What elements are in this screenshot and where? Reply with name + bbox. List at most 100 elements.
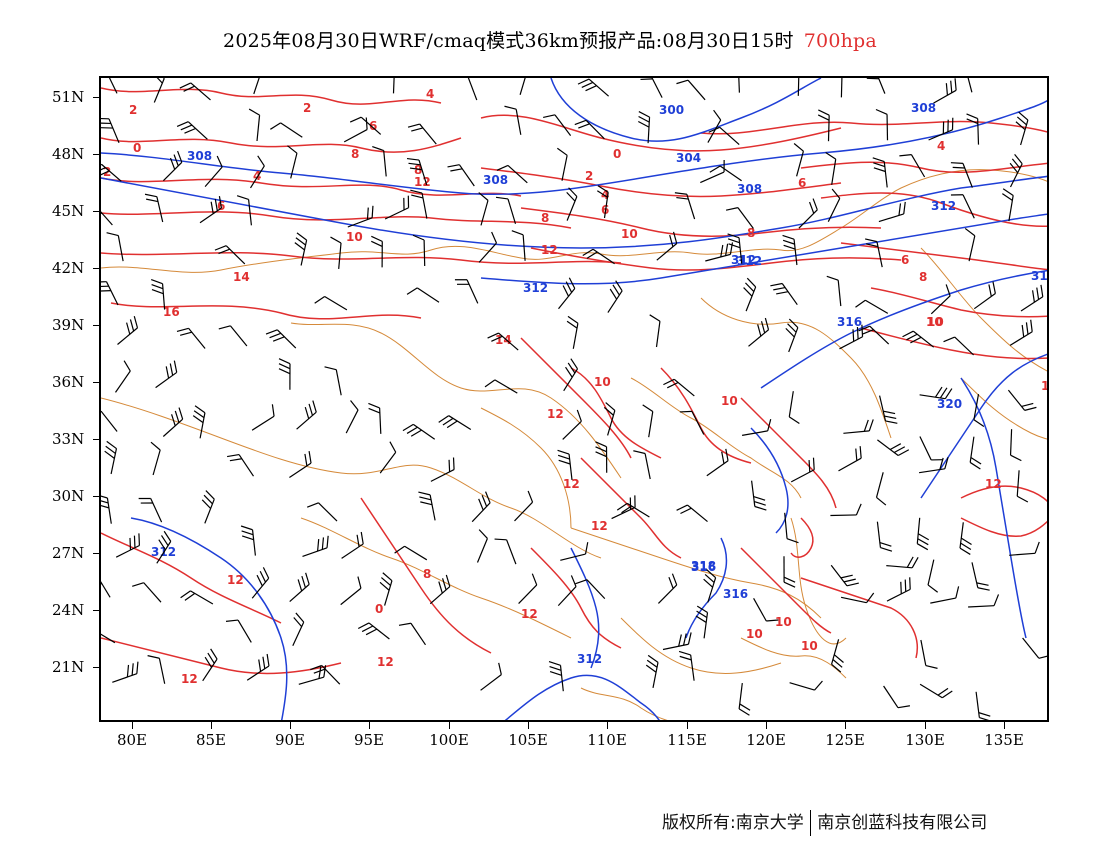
- lon-label-135e: 135E: [984, 731, 1024, 749]
- wind-barb-flag: [826, 275, 839, 281]
- wind-barb-flag: [674, 192, 687, 195]
- wind-barb-flag: [495, 196, 509, 200]
- wind-barb: [347, 205, 374, 228]
- lat-tick: [93, 667, 100, 668]
- temperature-contour: [480, 114, 842, 152]
- wind-barb-staff: [101, 574, 111, 598]
- wind-barb-staff: [106, 497, 112, 524]
- temperature-contour: [870, 287, 1047, 318]
- wind-barb: [504, 105, 522, 135]
- wind-barb: [566, 187, 578, 221]
- wind-barb-flag: [487, 332, 499, 339]
- wind-barb-flag: [295, 237, 306, 246]
- wind-barb: [843, 419, 874, 434]
- wind-barb: [302, 535, 329, 557]
- wind-barb-flag: [817, 114, 830, 121]
- wind-barb-flag: [278, 363, 291, 370]
- wind-barb-flag: [365, 628, 378, 636]
- lat-tick: [93, 553, 100, 554]
- wind-barb-flag: [138, 533, 141, 546]
- wind-barb-flag: [682, 633, 687, 646]
- wind-barb: [642, 404, 654, 438]
- wind-barb: [968, 594, 1000, 608]
- wind-barb-flag: [645, 664, 657, 673]
- wind-barb: [495, 196, 517, 224]
- wind-barb-staff: [920, 639, 927, 666]
- wind-barb: [575, 579, 606, 600]
- wind-barb-flag: [1014, 153, 1023, 165]
- map-plot-area[interactable]: 2 0 2 4 6 8 4 6 8 10 14 16 12 2 0 2 4 6 …: [99, 76, 1049, 722]
- wind-barb-staff: [719, 126, 740, 146]
- wind-barb: [519, 78, 529, 95]
- wind-barb-flag: [866, 592, 875, 604]
- wind-barb-flag: [527, 490, 534, 503]
- wind-barb-flag: [548, 660, 561, 666]
- wind-barb-staff: [568, 453, 573, 480]
- wind-barb-flag: [210, 648, 218, 660]
- wind-barb-flag: [368, 402, 380, 409]
- wind-barb: [928, 117, 954, 141]
- wind-barb-flag: [350, 400, 359, 411]
- wind-barb-flag: [966, 113, 978, 120]
- wind-barb-staff: [559, 665, 564, 692]
- wind-barb-staff: [237, 619, 252, 643]
- wind-barb: [838, 446, 862, 472]
- wind-barb-flag: [754, 505, 767, 511]
- wind-barb: [676, 79, 706, 101]
- wind-barb-flag: [454, 279, 468, 281]
- temperature-contour: [740, 547, 832, 634]
- wind-barb: [296, 400, 317, 430]
- wind-barb-flag: [296, 232, 307, 241]
- wind-barb: [596, 185, 609, 219]
- wind-barb-flag: [380, 577, 391, 586]
- temperature-labels: 2 0 2 4 6 8 4 6 8 10 14 16 12 2 0 2 4 6 …: [103, 87, 1049, 686]
- wind-barb-flag: [950, 162, 963, 164]
- border-line: [290, 322, 622, 479]
- wind-barb-flag: [366, 207, 369, 220]
- temperature-label: 8: [423, 567, 431, 581]
- wind-barb-flag: [402, 423, 414, 432]
- wind-barb: [246, 653, 270, 681]
- lon-label-125e: 125E: [825, 731, 865, 749]
- wind-barb-flag: [304, 453, 308, 466]
- wind-barb-flag: [496, 164, 509, 171]
- wind-barb-staff: [673, 378, 695, 397]
- wind-barb-flag: [101, 167, 106, 174]
- wind-barb-flag: [101, 494, 108, 499]
- temperature-contour: [110, 302, 422, 320]
- wind-barb-staff: [700, 171, 725, 184]
- wind-barb-flag: [418, 491, 431, 496]
- wind-barb-flag: [725, 207, 739, 211]
- wind-barb: [392, 78, 396, 94]
- wind-barb: [1016, 470, 1029, 503]
- wind-barb-flag: [621, 505, 632, 514]
- wind-barb-flag: [371, 235, 383, 242]
- wind-barb-flag: [917, 533, 930, 541]
- temperature-label: 12: [1041, 379, 1049, 393]
- temperature-label: 2: [129, 103, 137, 117]
- wind-barb-flag: [663, 378, 675, 386]
- wind-barb-staff: [919, 436, 932, 461]
- temperature-contour: [480, 167, 842, 198]
- wind-barb: [830, 503, 862, 517]
- wind-barb-flag: [184, 592, 196, 601]
- wind-barb-flag: [669, 234, 674, 247]
- wind-barb-flag: [1015, 121, 1026, 131]
- wind-barb-staff: [968, 235, 976, 262]
- wind-barb: [1009, 319, 1033, 346]
- temperature-label: 8: [747, 226, 755, 240]
- wind-barb-flag: [101, 504, 110, 509]
- wind-barb: [855, 299, 889, 314]
- wind-barb-flag: [410, 189, 423, 194]
- wind-barb-flag: [558, 459, 571, 465]
- wind-barb: [725, 207, 754, 229]
- wind-barb: [790, 457, 815, 483]
- wind-barb-flag: [649, 314, 661, 322]
- wind-barb-flag: [133, 535, 136, 548]
- wind-barb-staff: [959, 522, 964, 549]
- wind-barb-flag: [101, 78, 108, 79]
- height-label: 308: [187, 149, 212, 163]
- wind-barb-flag: [612, 284, 620, 296]
- wind-barb-flag: [169, 157, 176, 170]
- wind-barb-staff: [256, 115, 261, 142]
